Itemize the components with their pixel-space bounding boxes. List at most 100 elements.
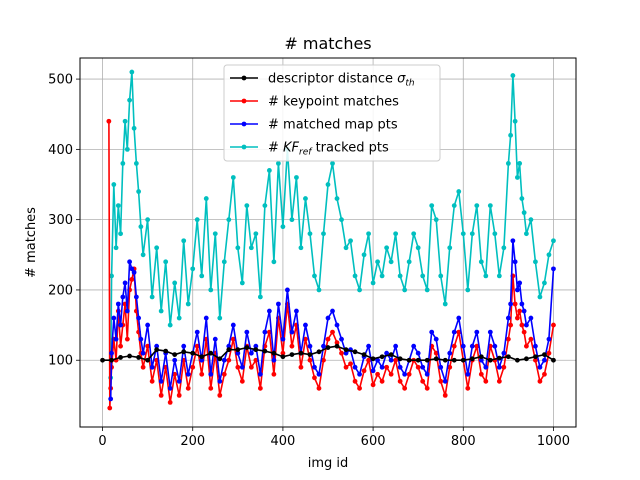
data-point	[424, 371, 430, 377]
data-point	[343, 347, 349, 353]
data-point	[366, 357, 371, 363]
data-point	[334, 196, 340, 201]
data-point	[217, 378, 223, 384]
x-tick-label: 1000	[537, 434, 570, 449]
data-point	[176, 392, 182, 398]
data-point	[447, 245, 453, 251]
data-point	[339, 350, 344, 356]
data-point	[154, 343, 160, 349]
data-point	[127, 353, 132, 359]
data-point	[505, 354, 511, 360]
x-tick-label: 600	[361, 434, 386, 449]
data-point	[474, 203, 480, 209]
data-point	[397, 364, 403, 370]
data-point	[537, 378, 543, 384]
data-point	[325, 315, 331, 321]
data-point	[124, 308, 130, 314]
data-point	[113, 245, 119, 251]
data-point	[230, 322, 236, 328]
data-point	[190, 350, 196, 356]
data-point	[248, 245, 254, 251]
data-point	[519, 301, 525, 307]
data-point	[433, 350, 439, 356]
data-point	[429, 329, 435, 335]
data-point	[397, 273, 403, 279]
data-point	[140, 252, 146, 258]
data-point	[402, 385, 408, 391]
data-point	[460, 343, 466, 349]
data-point	[109, 273, 114, 279]
data-point	[100, 357, 105, 363]
data-point	[131, 269, 137, 275]
data-point	[115, 203, 121, 209]
data-point	[512, 301, 518, 307]
data-point	[357, 287, 362, 293]
data-point	[118, 231, 123, 237]
data-point	[528, 217, 534, 223]
data-point	[154, 245, 160, 251]
data-point	[514, 357, 520, 363]
data-point	[118, 343, 123, 349]
data-point	[514, 175, 520, 180]
data-point	[465, 287, 471, 293]
data-point	[456, 189, 462, 194]
data-point	[194, 329, 200, 335]
data-point	[438, 378, 444, 384]
data-point	[420, 378, 426, 384]
data-point	[357, 385, 362, 391]
data-point	[330, 161, 335, 166]
data-point	[312, 375, 317, 381]
data-point	[514, 287, 520, 293]
data-point	[370, 382, 376, 388]
data-point	[397, 356, 403, 362]
data-point	[402, 371, 408, 377]
data-point	[303, 322, 308, 328]
y-axis-label: # matches	[24, 207, 39, 278]
data-point	[366, 231, 371, 237]
data-point	[298, 245, 304, 251]
data-point	[321, 231, 326, 237]
data-point	[524, 322, 529, 328]
data-point	[316, 385, 322, 391]
data-point	[257, 385, 263, 391]
x-tick-label: 0	[98, 434, 106, 449]
data-point	[469, 343, 475, 349]
data-point	[262, 329, 268, 335]
data-point	[352, 364, 358, 370]
data-point	[154, 347, 160, 353]
data-point	[235, 347, 241, 353]
data-point	[109, 357, 114, 363]
data-point	[478, 371, 484, 377]
data-point	[508, 301, 514, 307]
legend-marker	[241, 121, 247, 127]
data-point	[127, 259, 132, 265]
data-point	[149, 294, 155, 300]
data-point	[546, 350, 552, 356]
data-point	[276, 161, 281, 166]
data-point	[312, 273, 317, 279]
data-point	[199, 273, 205, 279]
data-point	[190, 266, 196, 272]
data-point	[451, 343, 457, 349]
data-point	[519, 322, 525, 328]
data-point	[289, 217, 295, 223]
data-point	[334, 340, 340, 346]
data-point	[501, 364, 507, 370]
data-point	[496, 355, 502, 361]
data-point	[406, 371, 412, 377]
data-point	[136, 315, 142, 321]
data-point	[124, 146, 130, 152]
data-point	[524, 356, 529, 362]
data-point	[226, 217, 232, 223]
data-point	[253, 231, 259, 237]
data-point	[551, 357, 556, 363]
data-point	[442, 357, 448, 363]
data-point	[316, 287, 322, 293]
data-point	[172, 357, 178, 363]
data-point	[384, 364, 390, 370]
data-point	[406, 259, 412, 265]
data-point	[136, 355, 142, 360]
data-point	[129, 69, 135, 75]
data-point	[109, 350, 114, 356]
data-point	[172, 280, 178, 286]
